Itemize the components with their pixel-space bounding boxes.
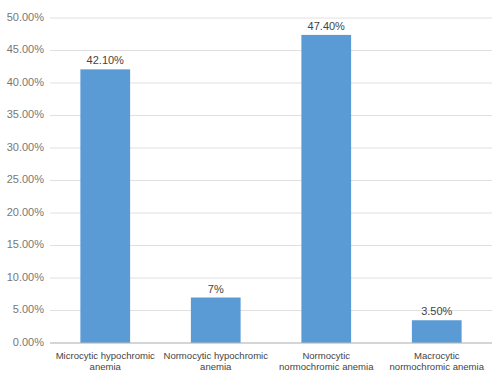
- chart: 0.00% 5.00% 10.00% 15.00% 20.00% 25.00% 30.00%…: [0, 0, 500, 387]
- x-tick-label-line: anemia: [200, 361, 232, 372]
- x-tick-label-line: anemia: [90, 361, 122, 372]
- bar: [301, 35, 351, 343]
- bar: [191, 298, 241, 344]
- x-tick-label-line: Microcytic hypochromic: [56, 350, 155, 361]
- grid-line: [50, 343, 492, 344]
- page: {"chart_data": {"type": "bar", "categori…: [0, 0, 500, 387]
- y-tick-label: 0.00%: [13, 336, 44, 348]
- y-tick-label: 5.00%: [13, 303, 44, 315]
- y-tick-label: 40.00%: [7, 76, 45, 88]
- y-tick-label: 20.00%: [7, 206, 45, 218]
- x-tick-label: Macrocyticnormochromic anemia: [390, 350, 485, 372]
- y-tick-label: 10.00%: [7, 271, 45, 283]
- x-axis-line: [50, 343, 492, 344]
- data-label: 42.10%: [87, 54, 125, 66]
- grid: [50, 18, 492, 343]
- data-label: 7%: [208, 283, 224, 295]
- x-tick-label: Microcytic hypochromicanemia: [56, 350, 155, 372]
- data-label: 3.50%: [421, 305, 452, 317]
- x-tick-labels: Microcytic hypochromicanemiaNormocytic h…: [56, 350, 485, 372]
- grid-line: [50, 18, 492, 19]
- y-tick-label: 45.00%: [7, 43, 45, 55]
- y-tick-label: 35.00%: [7, 108, 45, 120]
- y-tick-label: 25.00%: [7, 173, 45, 185]
- bar: [412, 320, 462, 343]
- x-tick-label-line: normochromic anemia: [279, 361, 374, 372]
- x-tick-label-line: normochromic anemia: [390, 361, 485, 372]
- x-tick-label: Normocyticnormochromic anemia: [279, 350, 374, 372]
- y-tick-label: 50.00%: [7, 11, 45, 23]
- data-label: 47.40%: [308, 20, 346, 32]
- bars: [80, 35, 461, 343]
- y-ticks: 0.00% 5.00% 10.00% 15.00% 20.00% 25.00% 30.00%…: [7, 11, 45, 348]
- bar: [80, 69, 130, 343]
- x-tick-label-line: Normocytic hypochromic: [163, 350, 268, 361]
- y-tick-label: 30.00%: [7, 141, 45, 153]
- x-tick-label-line: Macrocytic: [414, 350, 460, 361]
- grid-line: [50, 50, 492, 51]
- x-tick-label: Normocytic hypochromicanemia: [163, 350, 268, 372]
- x-tick-label-line: Normocytic: [302, 350, 350, 361]
- y-tick-label: 15.00%: [7, 238, 45, 250]
- data-labels: 42.10% 7% 47.40% 3.50%: [87, 20, 453, 317]
